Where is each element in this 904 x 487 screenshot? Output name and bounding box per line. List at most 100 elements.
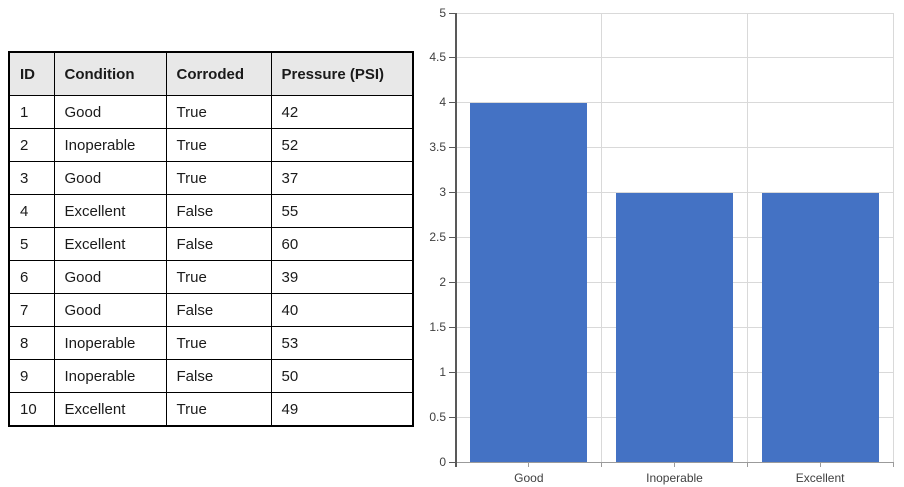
table-row: 8 Inoperable True 53 xyxy=(8,326,414,360)
column-header-pressure-psi: Pressure (PSI) xyxy=(270,51,414,96)
table-cell: True xyxy=(165,161,272,195)
table-cell: 10 xyxy=(8,392,55,427)
x-axis-tick xyxy=(601,462,603,467)
y-axis-tick xyxy=(449,326,456,328)
table-row: 1 Good True 42 xyxy=(8,95,414,129)
y-tick-label: 3.5 xyxy=(429,140,446,155)
y-axis-tick xyxy=(449,371,456,373)
x-tick-label: Excellent xyxy=(795,471,845,485)
table-cell: Good xyxy=(53,161,167,195)
bar-excellent xyxy=(761,192,879,462)
table-row: 7 Good False 40 xyxy=(8,293,414,327)
table-cell: True xyxy=(165,326,272,360)
table-cell: False xyxy=(165,293,272,327)
y-tick-label: 3 xyxy=(439,185,446,200)
table-cell: 50 xyxy=(270,359,414,393)
table-cell: 4 xyxy=(8,194,55,228)
y-tick-label: 1.5 xyxy=(429,319,446,334)
table-cell: True xyxy=(165,128,272,162)
y-axis-tick xyxy=(449,192,456,194)
table-cell: Good xyxy=(53,260,167,294)
x-axis-tick xyxy=(819,462,821,467)
table-cell: Excellent xyxy=(53,227,167,261)
table-cell: Inoperable xyxy=(53,326,167,360)
table-cell: False xyxy=(165,359,272,393)
y-tick-label: 4 xyxy=(439,95,446,110)
table-cell: 53 xyxy=(270,326,414,360)
table-row: 2 Inoperable True 52 xyxy=(8,128,414,162)
y-axis-tick xyxy=(449,147,456,149)
table-row: 10 Excellent True 49 xyxy=(8,392,414,427)
table-cell: False xyxy=(165,194,272,228)
y-tick-label: 2 xyxy=(439,274,446,289)
x-axis-line xyxy=(456,461,894,463)
table-cell: Good xyxy=(53,95,167,129)
y-axis-tick xyxy=(449,102,456,104)
table-cell: 7 xyxy=(8,293,55,327)
table-row: 3 Good True 37 xyxy=(8,161,414,195)
table-cell: 55 xyxy=(270,194,414,228)
y-axis-tick xyxy=(449,461,456,463)
table-cell: 42 xyxy=(270,95,414,129)
table-cell: 52 xyxy=(270,128,414,162)
column-header-corroded: Corroded xyxy=(165,51,272,96)
gridline-vertical xyxy=(746,13,748,462)
y-tick-label: 5 xyxy=(439,5,446,20)
table-cell: 60 xyxy=(270,227,414,261)
column-header-condition: Condition xyxy=(53,51,167,96)
table-cell: Good xyxy=(53,293,167,327)
table-cell: 8 xyxy=(8,326,55,360)
table-cell: True xyxy=(165,95,272,129)
y-axis-tick xyxy=(449,12,456,14)
condition-count-bar-chart: 0 0.5 1 1.5 2 2.5 3 3.5 4 4.5 5 Good Inoperable Excel… xyxy=(420,0,904,487)
table-cell: 39 xyxy=(270,260,414,294)
table-cell: 6 xyxy=(8,260,55,294)
table-cell: 49 xyxy=(270,392,414,427)
gridline-vertical xyxy=(601,13,603,462)
x-tick-label: Inoperable xyxy=(646,471,703,485)
y-tick-label: 1 xyxy=(439,364,446,379)
table-cell: True xyxy=(165,260,272,294)
x-axis-tick xyxy=(746,462,748,467)
table-cell: Excellent xyxy=(53,194,167,228)
y-tick-label: 2.5 xyxy=(429,230,446,244)
y-axis-tick xyxy=(449,281,456,283)
bar-inoperable xyxy=(616,192,733,462)
x-axis-tick xyxy=(528,462,530,467)
y-tick-label: 4.5 xyxy=(429,50,446,65)
table-row: 6 Good True 39 xyxy=(8,260,414,294)
y-tick-label: 0.5 xyxy=(429,409,446,424)
y-axis-line xyxy=(455,13,457,467)
table-cell: Inoperable xyxy=(53,359,167,393)
table-cell: 2 xyxy=(8,128,55,162)
y-axis-tick xyxy=(449,416,456,418)
y-tick-label: 0 xyxy=(439,454,446,469)
table-cell: 5 xyxy=(8,227,55,261)
table-row: 4 Excellent False 55 xyxy=(8,194,414,228)
table-cell: Inoperable xyxy=(53,128,167,162)
gridline-horizontal xyxy=(456,12,893,14)
table-cell: 9 xyxy=(8,359,55,393)
column-header-id: ID xyxy=(8,51,55,96)
y-axis-tick xyxy=(449,57,456,59)
table-cell: 1 xyxy=(8,95,55,129)
x-axis-tick xyxy=(892,462,894,467)
table-cell: 40 xyxy=(270,293,414,327)
y-axis-tick xyxy=(449,237,456,238)
pipe-inspection-table: ID Condition Corroded Pressure (PSI) 1 Good T… xyxy=(8,51,414,427)
gridline-vertical xyxy=(892,13,894,462)
table-cell: False xyxy=(165,227,272,261)
table-header-row: ID Condition Corroded Pressure (PSI) xyxy=(8,51,414,96)
x-axis-tick xyxy=(674,462,675,467)
table-row: 5 Excellent False 60 xyxy=(8,227,414,261)
gridline-horizontal xyxy=(456,102,893,104)
gridline-horizontal xyxy=(456,147,893,149)
table-cell: 3 xyxy=(8,161,55,195)
table-cell: Excellent xyxy=(53,392,167,427)
x-tick-label: Good xyxy=(514,471,544,485)
gridline-horizontal xyxy=(456,57,893,59)
table-row: 9 Inoperable False 50 xyxy=(8,359,414,393)
table-cell: True xyxy=(165,392,272,427)
bar-good xyxy=(470,102,588,462)
table-cell: 37 xyxy=(270,161,414,195)
